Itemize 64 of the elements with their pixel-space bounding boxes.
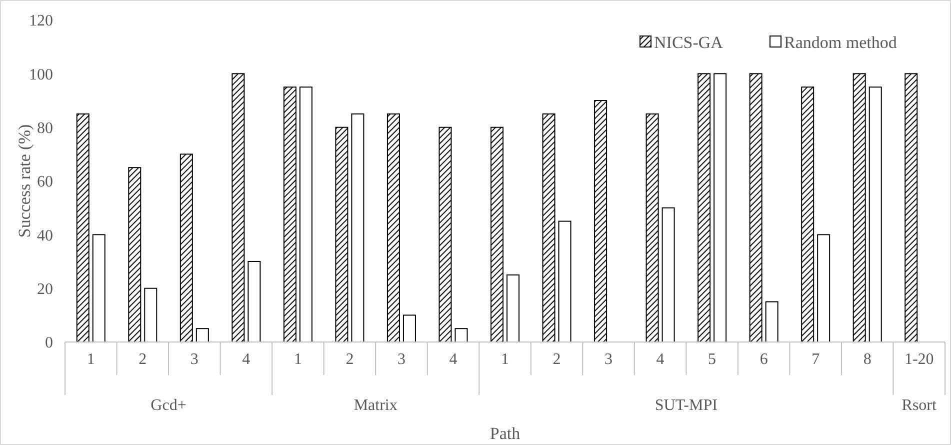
- bar: [335, 126, 348, 342]
- bar: [454, 328, 468, 342]
- x-tick-label: 4: [242, 351, 250, 368]
- bar: [490, 126, 504, 342]
- bar: [144, 288, 158, 342]
- bar: [232, 73, 245, 342]
- bar: [904, 73, 918, 342]
- y-tick-label: 80: [37, 120, 53, 137]
- x-tick-label: 3: [397, 351, 406, 368]
- x-tick-label: 1: [294, 351, 302, 368]
- text: SUT-MPI: [654, 397, 718, 414]
- bar: [386, 113, 400, 342]
- bar: [402, 314, 416, 342]
- bar: [76, 113, 90, 342]
- x-tick-label: 8: [863, 351, 872, 368]
- x-tick-label: 2: [138, 351, 147, 368]
- legend-label: Random method: [784, 32, 898, 52]
- bar: [248, 261, 261, 342]
- y-tick-label: 60: [37, 174, 53, 191]
- legend-label: NICS-GA: [654, 32, 724, 52]
- bar: [662, 207, 675, 342]
- text: Gcd+: [150, 397, 186, 414]
- x-tick-label: 7: [812, 351, 820, 368]
- bar: [299, 86, 312, 342]
- bar: [128, 167, 142, 342]
- bar: [92, 234, 106, 342]
- bar: [801, 86, 814, 342]
- y-tick-label: 100: [29, 66, 53, 84]
- x-tick-label: 5: [708, 351, 716, 368]
- y-axis-title: Success rate (%): [15, 124, 34, 238]
- x-tick-label: 6: [760, 351, 768, 368]
- bar: [749, 73, 762, 342]
- bar: [542, 113, 556, 342]
- y-tick-label: 20: [37, 280, 53, 298]
- x-tick-label: 3: [604, 351, 613, 368]
- y-tick-label: 40: [37, 227, 53, 244]
- bar: [852, 73, 866, 342]
- y-tick-label: 120: [29, 12, 53, 30]
- bar: [714, 73, 727, 342]
- bar: [817, 234, 830, 342]
- bar: [180, 154, 193, 342]
- x-tick-label: 4: [449, 351, 458, 368]
- text: Matrix: [354, 397, 398, 414]
- bar: [438, 126, 452, 342]
- x-tick-label: 1: [86, 351, 95, 368]
- text: Rsort: [902, 397, 938, 414]
- bar: [646, 113, 659, 342]
- bar: [868, 86, 882, 342]
- bar: [506, 274, 520, 342]
- bar: [351, 113, 364, 342]
- bar: [558, 220, 572, 342]
- x-tick-label: 2: [346, 351, 354, 368]
- x-tick-label: 1-20: [904, 351, 934, 368]
- x-tick-label: 3: [190, 351, 198, 368]
- bar: [594, 100, 608, 342]
- y-tick-label: 0: [45, 334, 53, 352]
- bar: [283, 86, 296, 342]
- x-tick-label: 1: [501, 351, 509, 368]
- bar: [765, 301, 778, 342]
- x-tick-label: 4: [656, 351, 664, 368]
- bar: [698, 73, 711, 342]
- x-tick-label: 2: [552, 351, 561, 368]
- x-axis-title: Path: [490, 424, 521, 443]
- bar: [196, 328, 209, 342]
